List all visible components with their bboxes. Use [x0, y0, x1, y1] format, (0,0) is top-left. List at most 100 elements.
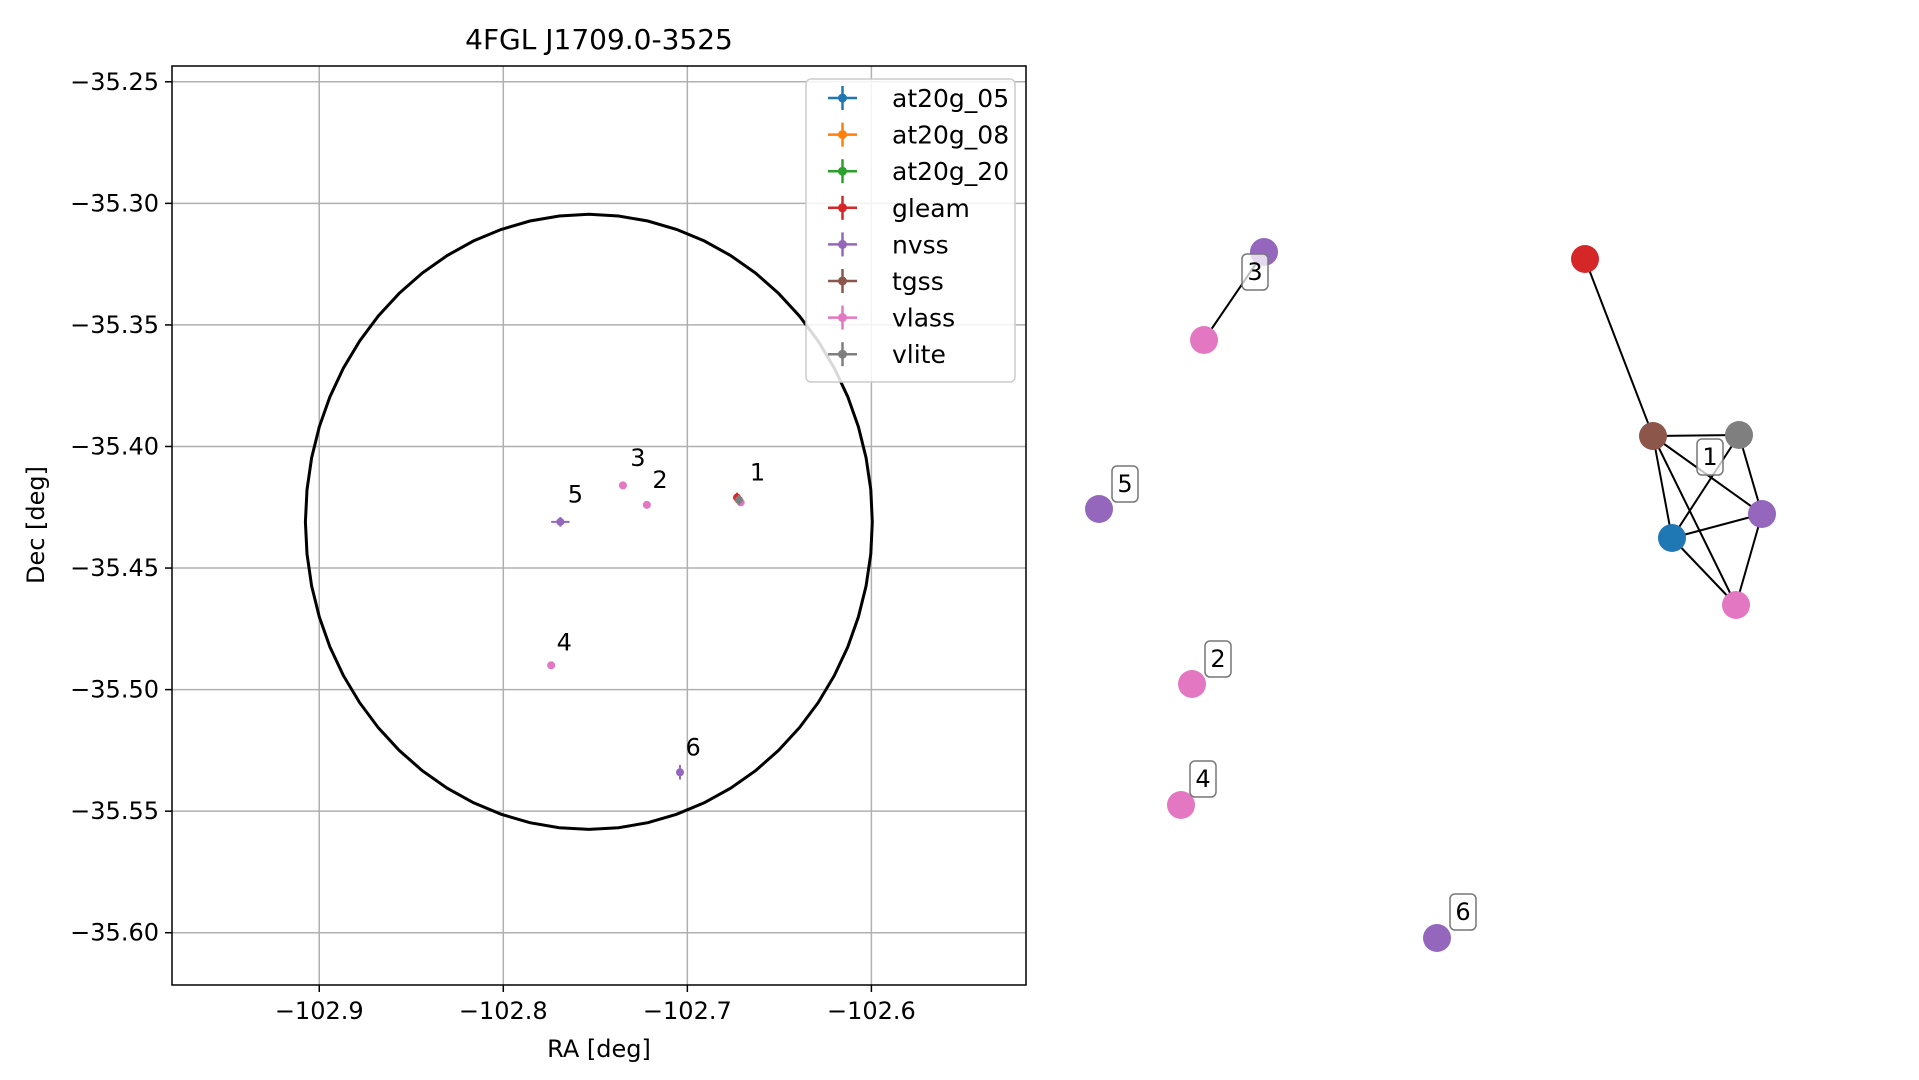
marker-point [675, 768, 684, 777]
graph-node [1658, 524, 1686, 552]
legend-entry-vlass: vlass [828, 304, 955, 333]
graph-label: 1 [1696, 438, 1724, 476]
graph-label-text: 4 [1195, 765, 1210, 793]
marker-point [734, 495, 743, 504]
graph-edge [1652, 435, 1737, 606]
graph-edge [1671, 434, 1740, 539]
graph-node [1190, 326, 1218, 354]
x-axis-ticks: −102.9 −102.8 −102.7 −102.6 [275, 985, 916, 1025]
graph-label-box [1449, 893, 1477, 931]
graph-label-text: 2 [1210, 645, 1225, 673]
graph-node [1167, 791, 1195, 819]
legend-swatch [838, 203, 847, 213]
graph-edge [1652, 434, 1740, 437]
graph-nodes [1085, 238, 1776, 952]
legend-entry-at20g_08: at20g_08 [828, 121, 1009, 150]
legend-label: at20g_20 [892, 157, 1009, 186]
x-tick-label: −102.9 [275, 997, 364, 1025]
network-graph: 1 2 3 4 5 6 [1085, 238, 1776, 952]
legend-swatch [838, 93, 847, 103]
source-label: 2 [652, 466, 667, 494]
source-label: 5 [568, 480, 583, 508]
marker-vlass [547, 661, 556, 670]
plot-frame [171, 65, 1027, 986]
source-label: 4 [557, 629, 572, 657]
graph-label-box [1189, 760, 1217, 798]
graph-label-text: 3 [1247, 258, 1262, 286]
y-axis-label: Dec [deg] [22, 466, 50, 584]
graph-label: 4 [1189, 760, 1217, 798]
legend-entry-at20g_20: at20g_20 [828, 157, 1009, 186]
marker-point [618, 481, 627, 490]
graph-label: 6 [1449, 893, 1477, 931]
legend-box [805, 78, 1016, 383]
legend-swatch [838, 130, 847, 140]
graph-node [1085, 495, 1113, 523]
legend-entry-vlite: vlite [828, 340, 946, 369]
graph-label: 2 [1204, 640, 1232, 678]
y-tick-label: −35.55 [70, 797, 159, 825]
source-markers [547, 481, 745, 780]
graph-edges [1203, 251, 1763, 606]
marker-vlass [618, 481, 627, 490]
graph-label-box [1696, 438, 1724, 476]
y-axis-ticks: −35.25 −35.30 −35.35 −35.40 −35.45 −35.50 −35.… [70, 68, 172, 947]
legend-label: gleam [892, 194, 970, 223]
error-circle [303, 212, 874, 831]
graph-labels: 1 2 3 4 5 6 [1111, 253, 1724, 931]
legend-label: vlass [892, 304, 955, 333]
x-tick-label: −102.6 [827, 997, 916, 1025]
legend-label: nvss [892, 230, 949, 259]
graph-label: 5 [1111, 465, 1139, 503]
graph-edge [1584, 258, 1654, 437]
y-tick-label: −35.60 [70, 919, 159, 947]
legend-swatch [838, 349, 847, 359]
graph-node [1725, 421, 1753, 449]
graph-label-text: 1 [1702, 443, 1717, 471]
marker-vlite [734, 495, 743, 505]
graph-label-text: 6 [1455, 898, 1470, 926]
source-label: 3 [630, 444, 645, 472]
source-label: 6 [686, 733, 701, 761]
legend-label: at20g_08 [892, 121, 1009, 150]
marker-point [642, 500, 651, 509]
graph-label-box [1241, 253, 1269, 291]
graph-node [1423, 924, 1451, 952]
chart-title: 4FGL J1709.0-3525 [465, 23, 733, 56]
legend-label: at20g_05 [892, 84, 1009, 113]
marker-nvss [551, 516, 570, 527]
legend-entry-nvss: nvss [828, 230, 949, 259]
legend-entry-gleam: gleam [828, 194, 970, 223]
y-tick-label: −35.30 [70, 189, 159, 217]
graph-node [1748, 500, 1776, 528]
legend-swatch [838, 276, 847, 286]
marker-point [547, 661, 556, 670]
graph-label-text: 5 [1117, 470, 1132, 498]
graph-label-box [1111, 465, 1139, 503]
graph-node [1639, 422, 1667, 450]
y-tick-label: −35.25 [70, 68, 159, 96]
legend-swatch [838, 166, 847, 176]
y-tick-label: −35.45 [70, 554, 159, 582]
x-axis-label: RA [deg] [547, 1035, 651, 1063]
legend-entry-at20g_05: at20g_05 [828, 84, 1009, 113]
y-tick-label: −35.35 [70, 311, 159, 339]
legend-swatch [838, 313, 847, 323]
legend-label: vlite [892, 340, 946, 369]
x-tick-label: −102.8 [459, 997, 548, 1025]
graph-node [1178, 670, 1206, 698]
marker-vlass [642, 500, 651, 509]
graph-node [1722, 591, 1750, 619]
legend-swatch [838, 239, 847, 249]
graph-label-box [1204, 640, 1232, 678]
graph-edge [1671, 537, 1737, 606]
y-tick-label: −35.50 [70, 676, 159, 704]
marker-nvss [675, 764, 684, 780]
graph-edge [1652, 435, 1673, 539]
legend-label: tgss [892, 267, 944, 296]
graph-edge [1671, 513, 1763, 539]
